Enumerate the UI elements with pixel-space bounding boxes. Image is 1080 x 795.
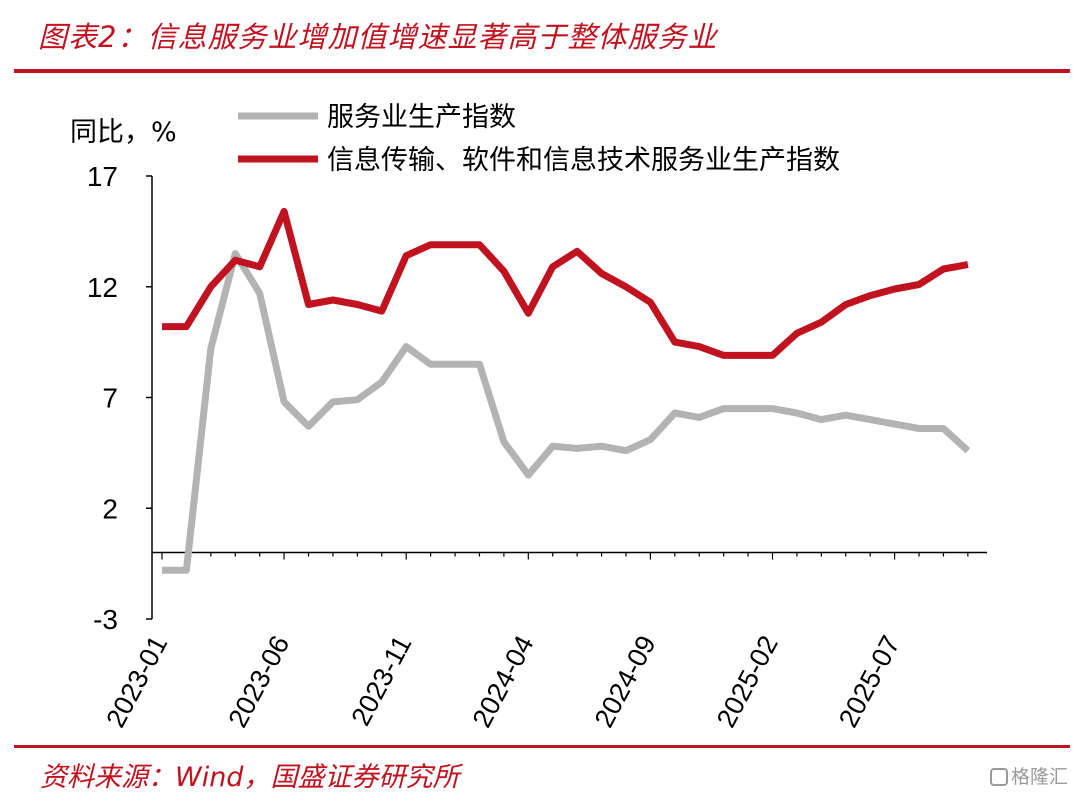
y-tick-label: 7 — [102, 383, 118, 414]
watermark-text: 格隆汇 — [1011, 766, 1069, 788]
figure-title: 图表2：信息服务业增加值增速显著高于整体服务业 — [38, 20, 718, 54]
legend-label-1: 服务业生产指数 — [327, 102, 516, 133]
y-axis-ticks: -3 2 7 12 17 — [87, 161, 152, 635]
series-line-1 — [162, 250, 971, 574]
title-divider — [14, 69, 1070, 73]
watermark-logo-icon — [990, 768, 1008, 786]
watermark: 格隆汇 — [990, 762, 1068, 789]
x-tick-label: 2023-11 — [345, 631, 417, 731]
y-tick-label: 2 — [102, 493, 118, 524]
legend-label-2: 信息传输、软件和信息技术服务业生产指数 — [327, 145, 840, 176]
chart-axes — [151, 176, 987, 619]
series-layer — [162, 207, 971, 574]
series-line-2 — [162, 207, 969, 359]
x-tick-label: 2023-01 — [100, 631, 173, 733]
x-tick-label: 2024-09 — [589, 631, 662, 733]
y-axis-label: 同比，% — [70, 117, 177, 148]
x-axis-ticks: 2023-01 2023-06 2023-11 2024-04 2024-09 2025-… — [100, 552, 969, 733]
x-tick-label: 2025-02 — [711, 631, 784, 733]
y-tick-label: 17 — [87, 161, 118, 192]
x-tick-label: 2025-07 — [833, 631, 906, 733]
line-chart: 同比，% -3 2 7 12 17 2023-01 2023-06 2023-11 2024-… — [70, 102, 987, 733]
source-divider — [14, 745, 1070, 748]
x-tick-label: 2024-04 — [467, 631, 540, 733]
source-note: 资料来源：Wind，国盛证券研究所 — [40, 762, 460, 793]
y-tick-label: 12 — [87, 272, 118, 303]
y-tick-label: -3 — [93, 604, 118, 635]
x-tick-label: 2023-06 — [222, 631, 295, 733]
